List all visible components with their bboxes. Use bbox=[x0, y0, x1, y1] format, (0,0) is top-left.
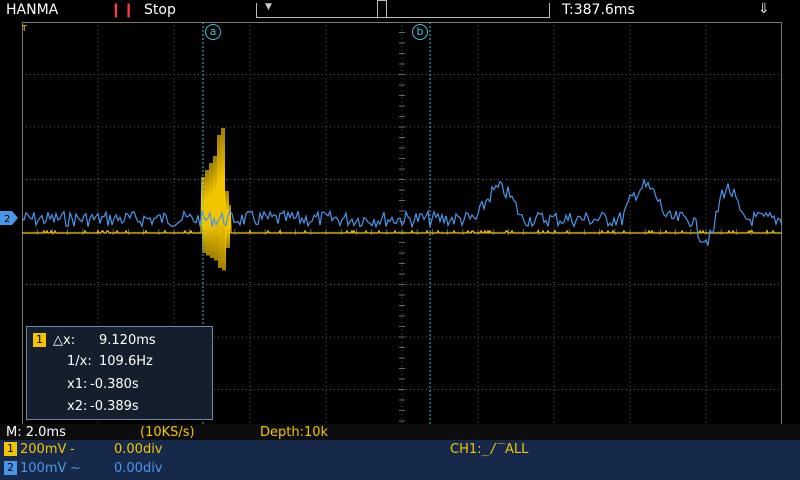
channel1-waveform bbox=[22, 127, 782, 271]
channel1-trace bbox=[22, 127, 782, 271]
channel2-scale: 100mV bbox=[20, 461, 67, 476]
depth-label[interactable]: Depth:10k bbox=[260, 425, 329, 440]
sample-rate-label: (10KS/s) bbox=[140, 425, 195, 440]
bottom-info-bar: M: 2.0ms (10KS/s) Depth:10k 1 200mV - 0.… bbox=[0, 424, 800, 480]
channel2-trace bbox=[22, 177, 782, 246]
brand-label: HANMA bbox=[6, 2, 59, 18]
channel2-setting[interactable]: 2 100mV ~ 0.00div bbox=[4, 461, 404, 478]
top-status-bar: HANMA ❙❙ Stop ▼ T:387.6ms ⇓ bbox=[0, 0, 800, 22]
channel2-badge: 2 bbox=[4, 461, 17, 475]
channel2-coupling: ~ bbox=[70, 461, 81, 476]
measure-channel-badge: 1 bbox=[33, 333, 46, 347]
channel1-scale: 200mV bbox=[20, 442, 67, 457]
ch1-trigger-marker-icon: ᴛ bbox=[22, 22, 28, 34]
trigger-mode-label: ALL bbox=[505, 442, 529, 457]
trigger-setting[interactable]: CH1:_/‾ALL bbox=[450, 442, 570, 459]
dx-value: 9.120ms bbox=[99, 333, 156, 348]
channel2-waveform bbox=[22, 177, 782, 246]
channel-settings: 1 200mV - 0.00div 2 100mV ~ 0.00div CH1:… bbox=[0, 440, 800, 480]
cursor-measurement-panel: 1 △x: 9.120ms 1/x: 109.6Hz x1: -0.380s x… bbox=[26, 326, 213, 420]
view-window-marker[interactable] bbox=[377, 0, 387, 18]
timebase-label[interactable]: M: 2.0ms bbox=[6, 425, 66, 440]
run-state-label[interactable]: Stop bbox=[144, 2, 176, 18]
trigger-source-label: CH1: bbox=[450, 442, 482, 457]
rising-edge-icon: _/‾ bbox=[481, 442, 505, 457]
x2-value: -0.389s bbox=[90, 399, 139, 414]
time-offset-label: T:387.6ms bbox=[562, 2, 635, 18]
channel1-offset: 0.00div bbox=[114, 442, 163, 457]
memory-position-bar[interactable]: ▼ bbox=[256, 0, 550, 18]
pause-icon[interactable]: ❙❙ bbox=[110, 2, 136, 18]
dx-label: △x: bbox=[53, 333, 76, 348]
cursor-a-tag[interactable]: a bbox=[205, 24, 221, 40]
channel2-offset: 0.00div bbox=[114, 461, 163, 476]
channel1-badge: 1 bbox=[4, 442, 17, 456]
channel1-setting[interactable]: 1 200mV - 0.00div bbox=[4, 442, 404, 459]
inverse-dx-label: 1/x: bbox=[67, 354, 92, 369]
x2-label: x2: bbox=[67, 399, 88, 414]
acquisition-info: M: 2.0ms (10KS/s) Depth:10k bbox=[0, 424, 800, 440]
x1-label: x1: bbox=[67, 377, 88, 392]
cursor-b-tag[interactable]: b bbox=[412, 24, 428, 40]
channel2-level-marker[interactable]: 2 bbox=[0, 210, 20, 225]
svg-text:2: 2 bbox=[4, 214, 10, 225]
inverse-dx-value: 109.6Hz bbox=[99, 354, 153, 369]
x1-value: -0.380s bbox=[90, 377, 139, 392]
trigger-position-icon: ▼ bbox=[265, 2, 272, 12]
channel1-coupling: - bbox=[70, 442, 75, 457]
usb-icon: ⇓ bbox=[758, 1, 770, 17]
